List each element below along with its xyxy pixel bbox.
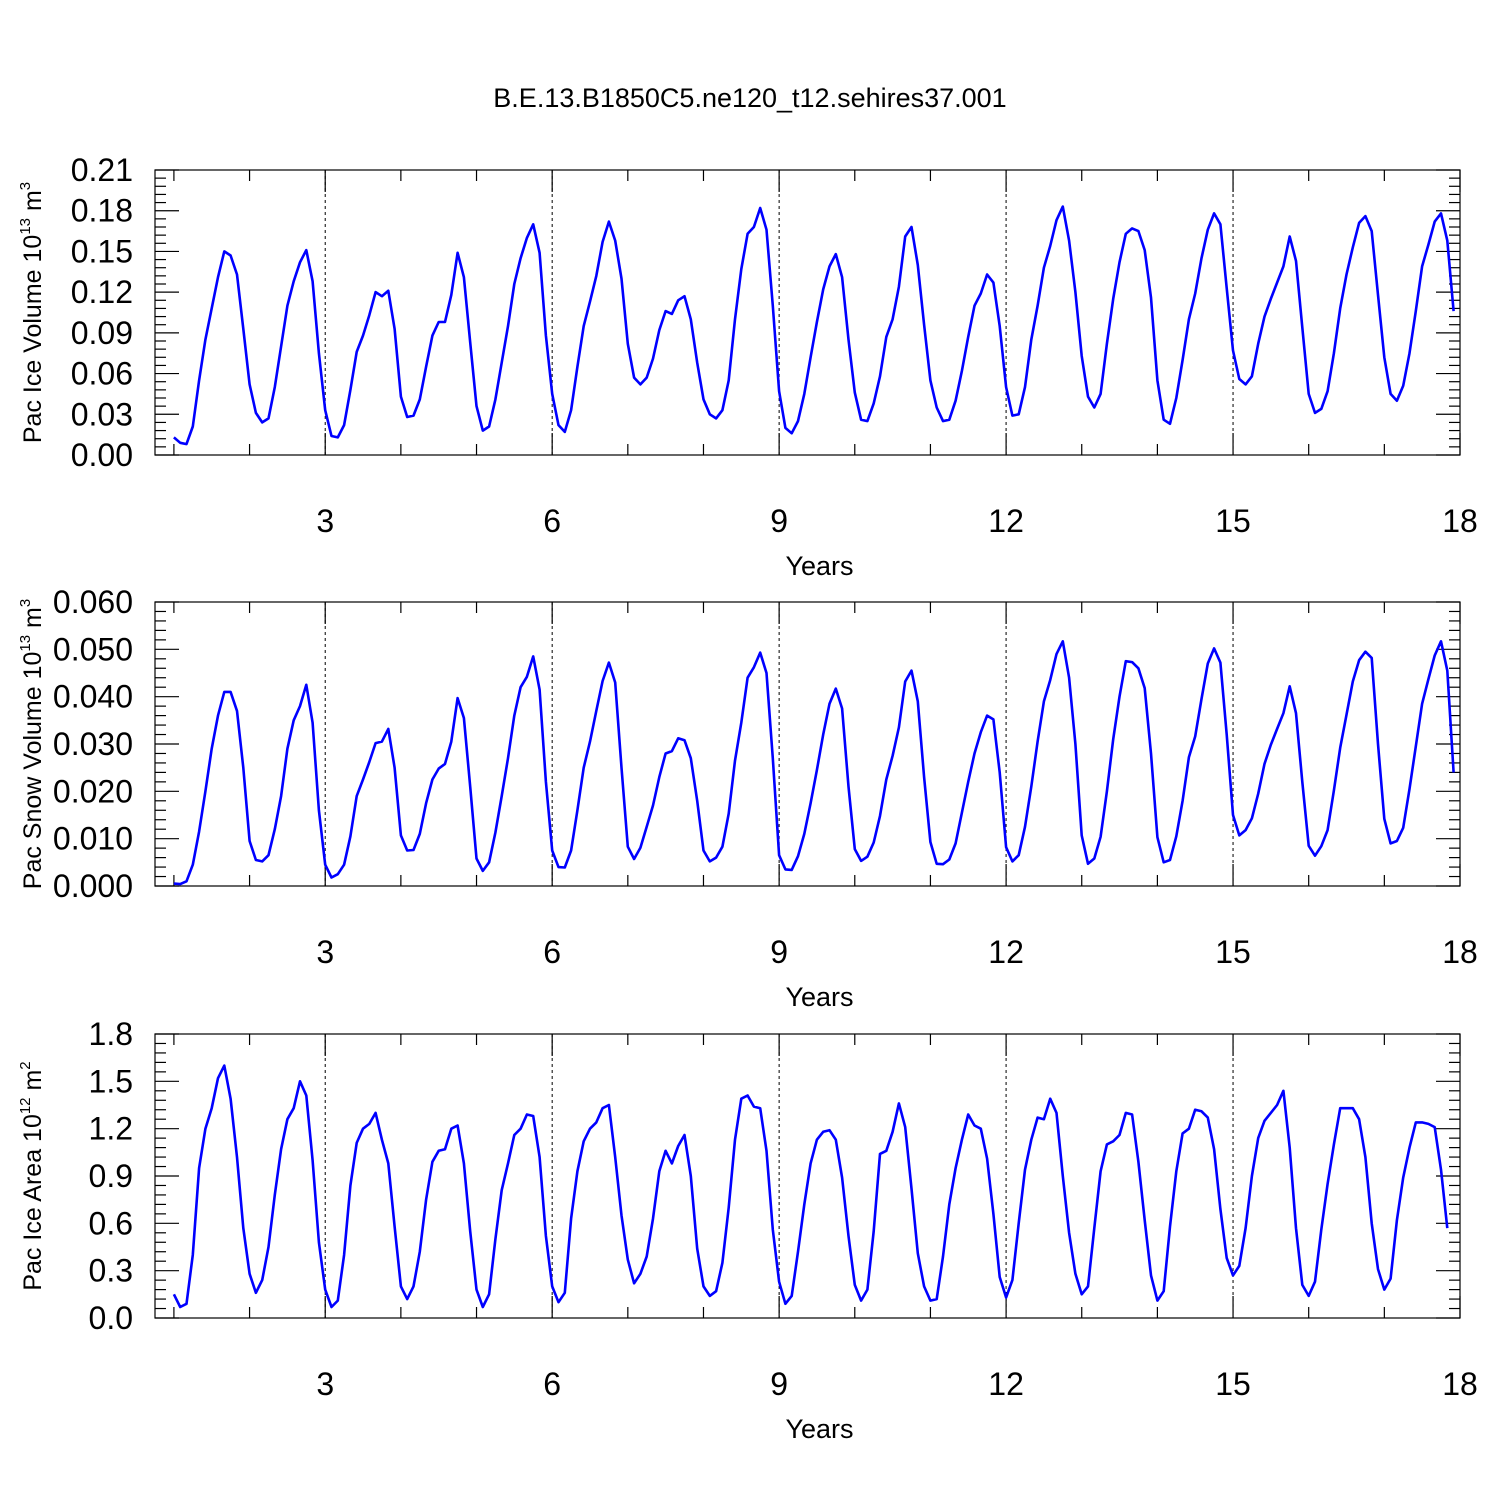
ice-area-x-tick-label: 18 [1442,1366,1478,1402]
snow-volume-x-tick-label: 18 [1442,934,1478,970]
ice-volume-plot-frame [154,169,1461,456]
ice-area-y-tick-label: 1.2 [89,1111,133,1147]
ice-area-x-tick-label: 12 [988,1366,1024,1402]
snow-volume-x-tick-label: 3 [316,934,334,970]
ice-volume-y-axis-title-sup: 13 [17,218,34,235]
ice-volume-y-tick-label: 0.18 [71,193,133,229]
ice-volume-x-tick-label: 3 [316,503,334,539]
snow-volume-y-axis-title-sup: 13 [17,635,34,652]
ice-area-x-tick-label: 6 [543,1366,561,1402]
ice-volume-x-tick-label: 15 [1215,503,1251,539]
panel-ice-volume: 0.00 0.03 0.06 0.09 0.12 0.15 0.18 0.21 3 6 9 12 15 1… [17,152,1478,581]
ice-volume-x-tick-label: 9 [770,503,788,539]
ice-area-y-axis-title-main: Pac Ice Area 10 [19,1114,47,1291]
snow-volume-y-tick-label: 0.050 [53,631,133,667]
snow-volume-plot-frame [154,601,1461,887]
snow-volume-series-line [173,639,1455,886]
snow-volume-x-tick-label: 6 [543,934,561,970]
ice-volume-y-tick-label: 0.09 [71,315,133,351]
ice-volume-y-axis-title-unit-sup: 3 [17,182,34,190]
snow-volume-y-tick-label: 0.030 [53,726,133,762]
snow-volume-y-axis-title-main: Pac Snow Volume 10 [19,652,47,890]
snow-volume-y-axis-title: Pac Snow Volume 1013 m3 [17,599,47,889]
ice-area-y-tick-label: 0.9 [89,1158,133,1194]
ice-area-y-axis-title: Pac Ice Area 1012 m2 [17,1061,47,1290]
ice-area-y-axis-title-unit: m [19,1070,47,1098]
ice-area-x-axis-title: Years [785,1414,853,1444]
ice-area-x-tick-label: 9 [770,1366,788,1402]
snow-volume-y-tick-label: 0.060 [53,584,133,620]
ice-volume-y-axis-title-main: Pac Ice Volume 10 [19,235,47,443]
snow-volume-y-tick-label: 0.020 [53,773,133,809]
ice-volume-y-axis-title-unit: m [19,190,47,218]
ice-area-series-line [172,1064,1449,1309]
snow-volume-x-tick-label: 12 [988,934,1024,970]
ice-volume-y-tick-label: 0.00 [71,437,133,473]
ice-area-y-tick-label: 1.8 [89,1016,133,1052]
ice-volume-y-tick-label: 0.12 [71,274,133,310]
ice-area-y-tick-label: 0.6 [89,1205,133,1241]
ice-area-y-tick-label: 1.5 [89,1063,133,1099]
ice-volume-y-tick-label: 0.06 [71,356,133,392]
ice-area-y-axis-title-sup: 12 [17,1097,34,1114]
ice-volume-x-tick-label: 18 [1442,503,1478,539]
snow-volume-x-axis-title: Years [785,982,853,1012]
ice-area-x-tick-label: 15 [1215,1366,1251,1402]
ice-volume-x-axis-title: Years [785,551,853,581]
figure-title: B.E.13.B1850C5.ne120_t12.sehires37.001 [493,83,1006,113]
snow-volume-y-tick-label: 0.010 [53,821,133,857]
ice-volume-y-tick-label: 0.03 [71,396,133,432]
panels: 0.000.030.060.090.120.150.180.213 6 9 12 15 1… [17,152,1478,1444]
snow-volume-x-tick-label: 9 [770,934,788,970]
panel-snow-volume: 0.000 0.010 0.020 0.030 0.040 0.050 0.060 3 6 9 12… [17,584,1478,1012]
ice-area-y-axis-title-unit-sup: 2 [17,1061,34,1069]
snow-volume-x-tick-label: 15 [1215,934,1251,970]
ice-volume-y-tick-label: 0.15 [71,233,133,269]
snow-volume-y-axis-title-unit: m [19,607,47,635]
ice-volume-y-tick-label: 0.21 [71,152,133,188]
snow-volume-y-tick-label: 0.000 [53,868,133,904]
ice-volume-y-axis-title: Pac Ice Volume 1013 m3 [17,182,47,443]
panel-ice-area: 0.0 0.3 0.6 0.9 1.2 1.5 1.8 3 6 9 12 15 18 Years Pac I… [17,1016,1478,1444]
snow-volume-y-axis-title-unit-sup: 3 [17,599,34,607]
snow-volume-y-tick-label: 0.040 [53,679,133,715]
ice-volume-x-tick-label: 6 [543,503,561,539]
ice-area-y-tick-label: 0.0 [89,1300,133,1336]
ice-area-y-tick-label: 0.3 [89,1253,133,1289]
ice-area-x-tick-label: 3 [316,1366,334,1402]
ice-volume-x-tick-label: 12 [988,503,1024,539]
ice-volume-series-line [173,205,1455,446]
